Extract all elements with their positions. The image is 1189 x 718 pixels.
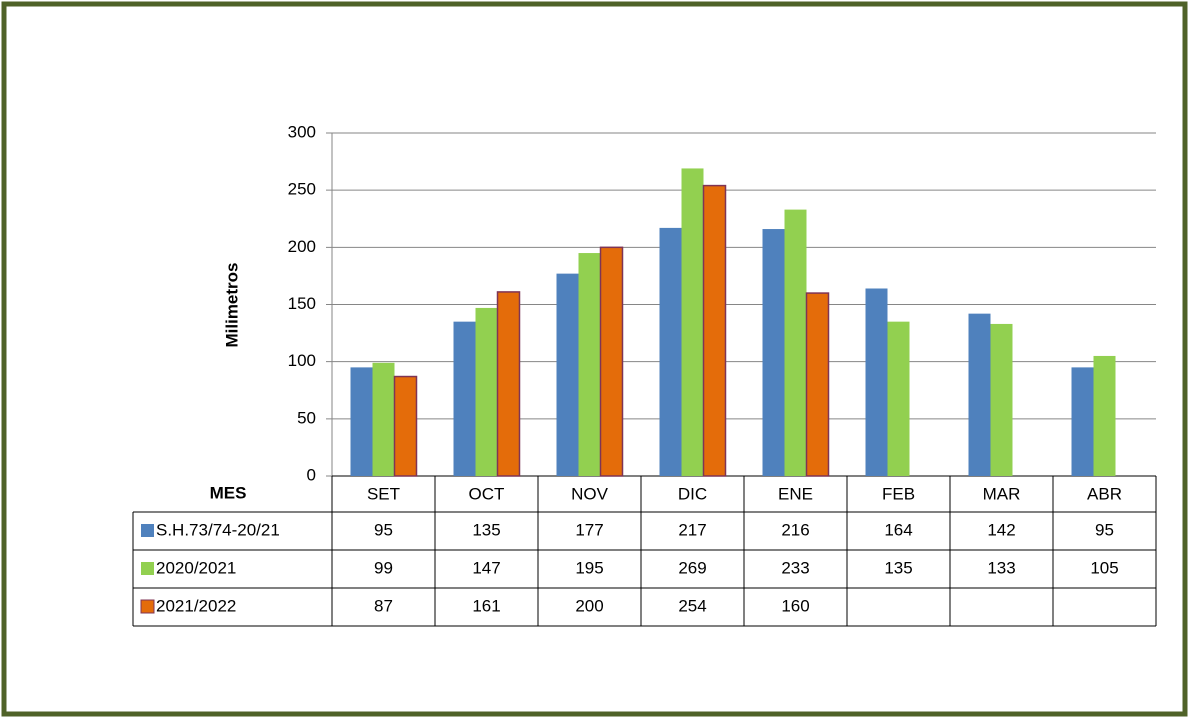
x-axis-title: MES	[210, 483, 247, 502]
table-cell: 160	[781, 596, 809, 615]
x-tick-label: NOV	[571, 484, 609, 503]
bar	[681, 168, 704, 476]
y-tick-label: 250	[288, 180, 316, 199]
table-cell: 135	[472, 520, 500, 539]
bar	[887, 321, 910, 476]
legend-swatch	[140, 599, 155, 614]
table-cell: 147	[472, 558, 500, 577]
legend-swatch	[141, 524, 154, 537]
bar	[762, 229, 785, 476]
legend-swatch	[141, 562, 154, 575]
bar	[805, 292, 830, 477]
y-axis-title: Milimetros	[222, 262, 241, 347]
bar	[659, 227, 682, 476]
y-tick-label: 300	[288, 122, 316, 141]
table-cell: 216	[781, 520, 809, 539]
x-tick-label: MAR	[983, 484, 1021, 503]
table-cell: 200	[575, 596, 603, 615]
table-cell: 254	[678, 596, 706, 615]
bar	[350, 367, 373, 476]
y-tick-label: 100	[288, 351, 316, 370]
table-cell: 99	[374, 558, 393, 577]
bar	[865, 288, 888, 476]
legend-label: 2021/2022	[156, 596, 236, 615]
bar	[599, 246, 624, 477]
y-tick-label: 50	[297, 408, 316, 427]
bar	[990, 323, 1013, 476]
table-cell: 164	[884, 520, 912, 539]
bar	[702, 184, 727, 477]
table-cell: 135	[884, 558, 912, 577]
x-tick-label: ABR	[1087, 484, 1122, 503]
x-tick-label: SET	[367, 484, 400, 503]
table-cell: 195	[575, 558, 603, 577]
x-tick-label: OCT	[469, 484, 505, 503]
x-tick-label: DIC	[678, 484, 707, 503]
table-cell: 133	[987, 558, 1015, 577]
bar	[372, 362, 395, 476]
bar	[475, 307, 498, 476]
table-cell: 105	[1090, 558, 1118, 577]
bar	[968, 313, 991, 476]
bar	[1071, 367, 1094, 476]
legend-label: 2020/2021	[156, 558, 236, 577]
y-tick-label: 150	[288, 294, 316, 313]
bar	[556, 273, 579, 476]
bar	[453, 321, 476, 476]
table-cell: 95	[1095, 520, 1114, 539]
table-cell: 269	[678, 558, 706, 577]
y-tick-label: 0	[307, 465, 316, 484]
bar	[393, 375, 418, 477]
bar	[784, 209, 807, 476]
bar	[496, 291, 521, 477]
table-cell: 95	[374, 520, 393, 539]
bar	[578, 253, 601, 476]
x-tick-label: FEB	[882, 484, 915, 503]
x-tick-label: ENE	[778, 484, 813, 503]
y-tick-label: 200	[288, 237, 316, 256]
table-cell: 217	[678, 520, 706, 539]
table-cell: 161	[472, 596, 500, 615]
legend-label: S.H.73/74-20/21	[156, 520, 280, 539]
table-cell: 233	[781, 558, 809, 577]
table-cell: 177	[575, 520, 603, 539]
table-cell: 87	[374, 596, 393, 615]
table-cell: 142	[987, 520, 1015, 539]
bar	[1093, 355, 1116, 476]
